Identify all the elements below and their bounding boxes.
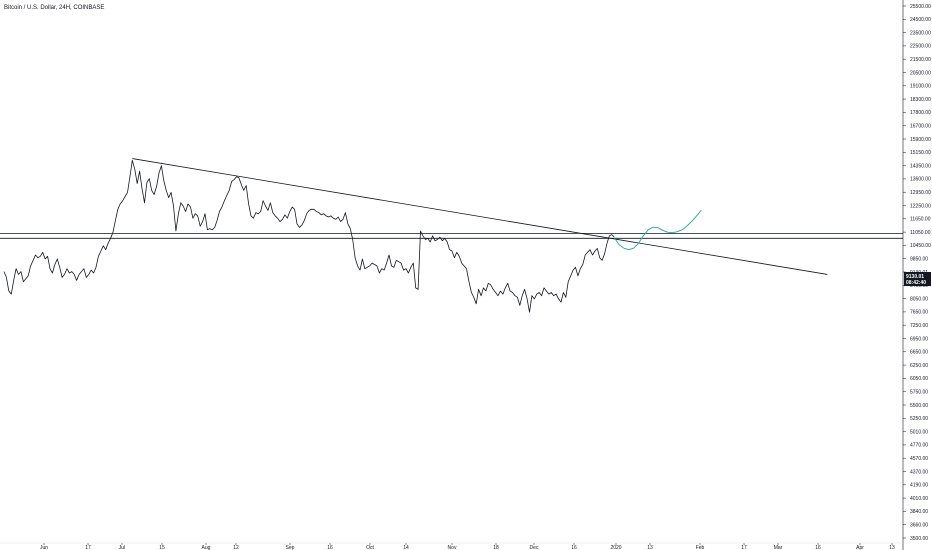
y-tick-label: 4570.00: [910, 456, 928, 462]
y-tick-label: 5500.00: [910, 403, 928, 409]
y-tick-label: 21500.00: [910, 57, 931, 63]
x-tick-label: Mar: [774, 545, 783, 550]
x-tick-label: Feb: [696, 545, 705, 550]
x-tick-label: 14: [403, 545, 409, 550]
y-tick-label: 3840.00: [910, 509, 928, 515]
y-tick-label: 4010.00: [910, 496, 928, 502]
y-tick-label: 25500.00: [910, 4, 931, 10]
y-tick-label: 22500.00: [910, 44, 931, 50]
x-tick-label: Dec: [530, 545, 539, 550]
x-tick-label: 16: [571, 545, 577, 550]
y-tick-label: 8450.00: [910, 283, 928, 289]
x-tick-label: 12: [233, 545, 239, 550]
x-tick-label: 17: [85, 545, 91, 550]
y-tick-label: 7650.00: [910, 310, 928, 316]
y-tick-label: 15150.00: [910, 150, 931, 156]
x-tick-label: Jul: [119, 545, 125, 550]
y-tick-label: 24500.00: [910, 17, 931, 23]
y-tick-label: 12950.00: [910, 190, 931, 196]
y-tick-label: 3500.00: [910, 536, 928, 542]
y-tick-label: 17800.00: [910, 110, 931, 116]
y-tick-label: 6250.00: [910, 363, 928, 369]
y-tick-label: 7250.00: [910, 323, 928, 329]
y-tick-label: 10450.00: [910, 243, 931, 249]
y-tick-label: 5250.00: [910, 416, 928, 422]
y-tick-label: 3660.00: [910, 523, 928, 529]
x-tick-label: 15: [159, 545, 165, 550]
x-axis[interactable]: Jun 17 Jul 15 Aug 12 Sep 16 Oct 14 Nov 18 Dec 16 2020 1…: [40, 543, 895, 550]
y-tick-label: 16700.00: [910, 124, 931, 130]
x-tick-label: 13: [647, 545, 653, 550]
y-tick-label: 14350.00: [910, 163, 931, 169]
price-badge-price: 9130.01: [906, 274, 924, 280]
x-tick-label: 2020: [610, 545, 621, 550]
x-tick-label: 17: [741, 545, 747, 550]
price-badge: 9130.01 08:42:40: [904, 272, 931, 286]
price-series-line[interactable]: [3, 159, 615, 313]
y-tick-label: 6950.00: [910, 336, 928, 342]
y-tick-label: 15900.00: [910, 137, 931, 143]
x-tick-label: Aug: [202, 545, 211, 550]
x-tick-label: 13: [889, 545, 895, 550]
x-tick-label: 18: [493, 545, 499, 550]
y-tick-label: 8050.00: [910, 296, 928, 302]
y-tick-label: 4770.00: [910, 443, 928, 449]
x-tick-label: 16: [327, 545, 333, 550]
descending-trendline[interactable]: [132, 158, 828, 275]
price-badge-bg: [904, 272, 931, 286]
x-tick-label: Sep: [286, 545, 295, 550]
y-axis[interactable]: 25500.00 24500.00 23500.00 22500.00 21500.00…: [903, 4, 931, 542]
projection-series-line[interactable]: [613, 209, 702, 251]
y-tick-label: 4190.00: [910, 483, 928, 489]
y-tick-label: 9850.00: [910, 257, 928, 263]
x-tick-label: Apr: [856, 545, 864, 550]
y-tick-label: 6650.00: [910, 350, 928, 356]
x-tick-label: Oct: [366, 545, 374, 550]
y-tick-label: 4370.00: [910, 469, 928, 475]
x-tick-label: 16: [815, 545, 821, 550]
x-tick-label: Nov: [448, 545, 457, 550]
plot-area[interactable]: [0, 158, 903, 313]
y-tick-label: 19100.00: [910, 84, 931, 90]
x-tick-label: Jun: [40, 545, 48, 550]
y-tick-label: 5010.00: [910, 429, 928, 435]
y-tick-label: 6050.00: [910, 376, 928, 382]
y-tick-label: 11050.00: [910, 230, 931, 236]
y-tick-label: 11650.00: [910, 217, 931, 223]
y-tick-label: 18300.00: [910, 97, 931, 103]
y-tick-label: 5750.00: [910, 390, 928, 396]
y-tick-label: 13600.00: [910, 177, 931, 183]
y-tick-label: 20500.00: [910, 70, 931, 76]
y-tick-label: 12250.00: [910, 203, 931, 209]
y-tick-label: 23500.00: [910, 30, 931, 36]
price-badge-countdown: 08:42:40: [906, 280, 926, 286]
chart-title: Bitcoin / U.S. Dollar, 24H, COINBASE: [4, 5, 104, 11]
